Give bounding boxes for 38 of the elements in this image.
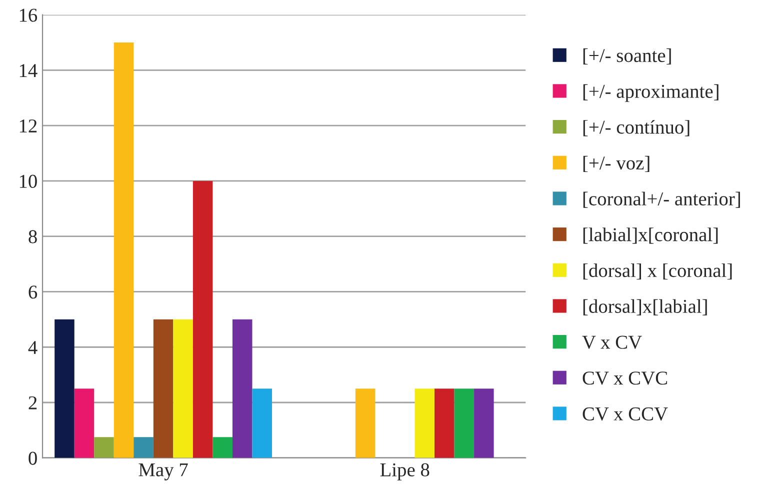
legend-label: CV x CVC <box>582 372 667 385</box>
bar <box>212 437 232 458</box>
y-tick-label: 0 <box>28 452 37 465</box>
legend-label: [+/- aproximante] <box>583 84 718 102</box>
legend-label: CV x CCV <box>582 407 668 421</box>
bar <box>114 42 134 458</box>
bar <box>252 388 272 458</box>
legend-label: [coronal+/- anterior] <box>583 192 740 208</box>
bar <box>454 388 474 458</box>
x-tick-label: Lipe 8 <box>380 463 430 480</box>
y-tick-label: 6 <box>28 286 38 299</box>
bar <box>94 437 114 458</box>
bar <box>434 388 454 458</box>
legend-label: [+/- soante] <box>583 48 671 65</box>
y-tick-label: 10 <box>20 174 37 188</box>
legend-label: [+/- voz] <box>583 156 650 172</box>
bar <box>414 388 435 458</box>
bar <box>74 388 94 458</box>
bar <box>134 437 154 458</box>
y-tick-label: 14 <box>20 64 38 77</box>
y-tick-label: 16 <box>20 8 38 22</box>
legend-label: [+/- contínuo] <box>583 120 690 136</box>
bar <box>474 388 494 458</box>
y-tick-label: 8 <box>28 230 37 244</box>
bar <box>355 388 376 458</box>
bar <box>232 319 252 458</box>
y-tick-label: 12 <box>20 119 37 132</box>
bar <box>54 319 74 458</box>
bar <box>153 319 174 458</box>
bar <box>173 319 193 458</box>
legend-label: V x CV <box>582 336 642 349</box>
x-tick-label: May 7 <box>138 463 188 480</box>
y-tick-label: 2 <box>28 396 37 410</box>
bar <box>192 180 213 458</box>
legend-label: [labial]x[coronal] <box>583 228 718 244</box>
legend-label: [dorsal] x [coronal] <box>583 263 732 280</box>
legend-label: [dorsal]x[labial] <box>583 299 707 316</box>
y-tick-label: 4 <box>28 341 38 354</box>
